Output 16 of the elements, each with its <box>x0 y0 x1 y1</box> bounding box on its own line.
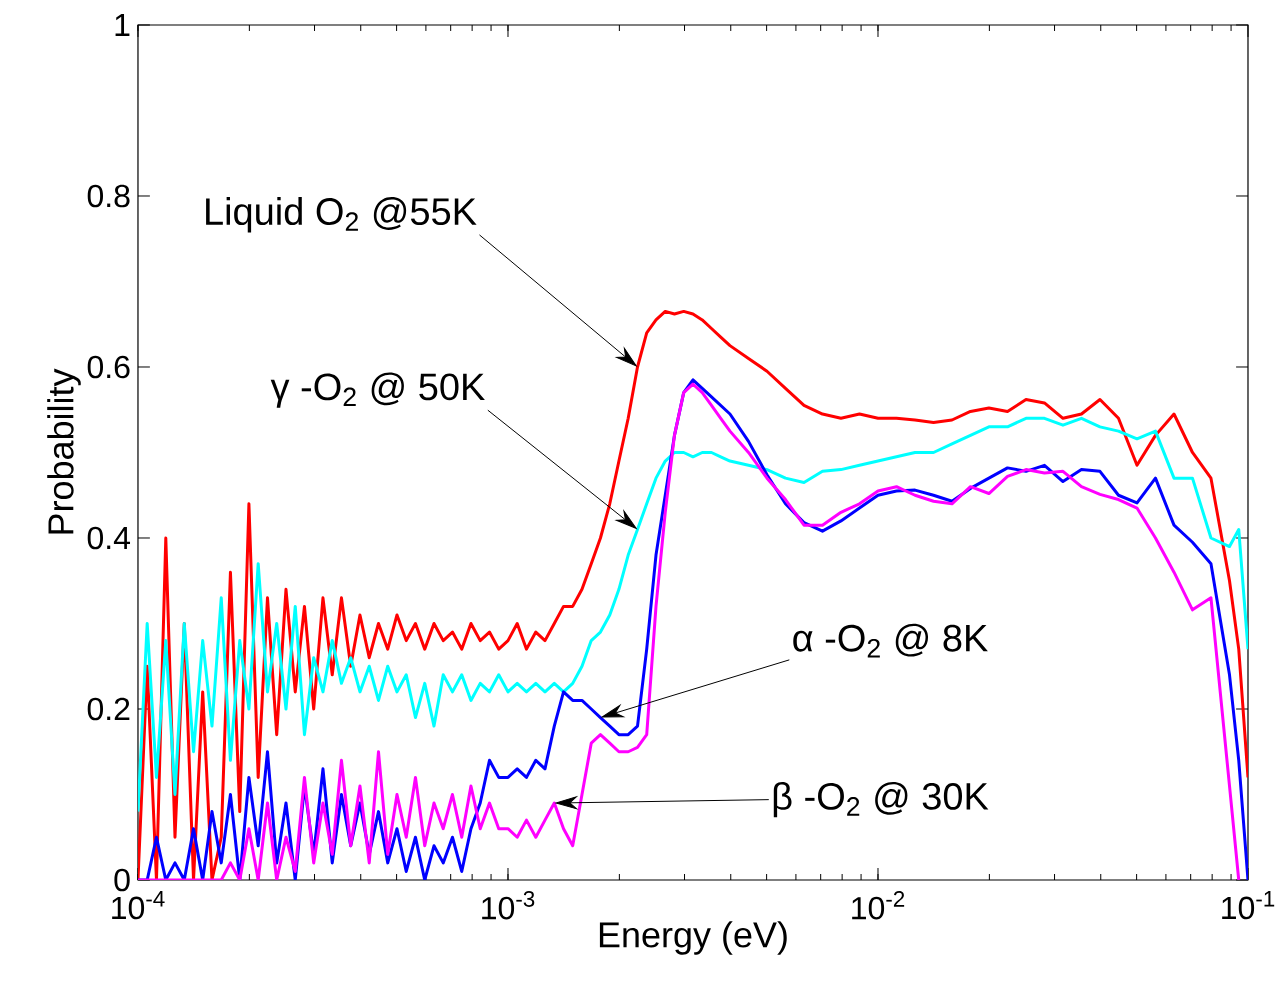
annotation: Liquid O$_{2}$ @55K <box>206 197 477 233</box>
x-tick-label: 10$^{-3}$ <box>482 891 535 920</box>
annotation: β -O$_{2}$ @ 30K <box>773 781 989 818</box>
y-tick-label: 0.8 <box>87 184 130 208</box>
y-tick-label: 0.2 <box>87 697 130 721</box>
y-tick-label: 0 <box>114 868 130 892</box>
y-tick-label: 0.4 <box>87 526 131 550</box>
x-axis-title: Energy (eV) <box>599 921 787 955</box>
annotation: γ -O$_{2}$ @ 50K <box>270 372 485 408</box>
x-tick-label: 10$^{-1}$ <box>1222 891 1275 920</box>
y-tick-label: 0.6 <box>87 355 130 379</box>
x-tick-label: 10$^{-4}$ <box>112 891 165 920</box>
x-tick-label: 10$^{-2}$ <box>852 891 905 920</box>
y-axis-title: Probability <box>47 368 81 534</box>
annotation: α -O$_{2}$ @ 8K <box>793 623 988 658</box>
y-tick-label: 1 <box>115 13 130 36</box>
